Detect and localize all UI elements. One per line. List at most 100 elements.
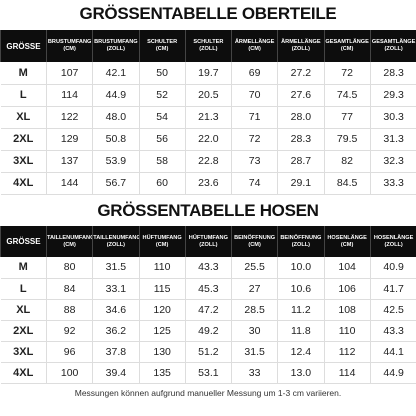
header-line: (CM) xyxy=(248,241,261,248)
value-cell: 32.3 xyxy=(369,150,416,173)
value-cell: 73 xyxy=(230,150,278,173)
header-row: GRÖSSE BRUSTUMFANG (CM) BRUSTUMFANG (ZOLL) SC… xyxy=(0,30,416,62)
header-cell: ÄRMELLÄNGE (ZOLL) xyxy=(277,30,324,62)
value-cell: 22.0 xyxy=(184,128,232,151)
value-cell: 31.5 xyxy=(92,257,139,279)
size-table: GRÖSSE TAILLENUMFANG (CM) TAILLENUMFANG (ZOL… xyxy=(0,226,416,384)
value-cell: 74.5 xyxy=(323,84,371,107)
header-line: (ZOLL) xyxy=(199,46,218,52)
value-cell: 33.1 xyxy=(92,278,139,300)
header-line: GESAMTLÄNGE xyxy=(371,39,416,45)
value-cell: 36.2 xyxy=(92,320,139,342)
header-line: HOSENLÄNGE xyxy=(373,234,414,241)
header-cell: HOSENLÄNGE (CM) xyxy=(323,226,371,257)
value-cell: 21.3 xyxy=(184,106,232,129)
value-cell: 28.3 xyxy=(369,62,416,85)
header-cell: SCHULTER (CM) xyxy=(138,30,186,62)
header-line: GESAMTLÄNGE xyxy=(325,39,369,45)
size-cell: 2XL xyxy=(0,320,47,342)
header-line: (CM) xyxy=(155,241,169,248)
data-row: L 84 33.1 115 45.3 27 10.6 106 41.7 xyxy=(0,278,416,300)
value-cell: 110 xyxy=(138,257,186,279)
header-line: (CM) xyxy=(63,241,76,248)
value-cell: 108 xyxy=(323,299,371,321)
value-cell: 27.2 xyxy=(277,62,324,85)
footer-note: Messungen können aufgrund manueller Mess… xyxy=(74,388,342,398)
header-line: HOSENLÄNGE xyxy=(327,234,367,241)
data-row: 3XL 96 37.8 130 51.2 31.5 12.4 112 44.1 xyxy=(0,341,416,363)
value-cell: 125 xyxy=(138,320,186,342)
data-row: L 114 44.9 52 20.5 70 27.6 74.5 29.3 xyxy=(0,84,416,107)
size-cell: M xyxy=(0,257,47,279)
value-cell: 53.1 xyxy=(184,362,232,384)
size-cell: L xyxy=(0,84,47,107)
value-cell: 144 xyxy=(45,172,93,195)
value-cell: 44.1 xyxy=(369,341,416,363)
header-line: (CM) xyxy=(340,46,354,52)
header-line: (CM) xyxy=(248,46,261,52)
header-line: (ZOLL) xyxy=(106,241,126,248)
value-cell: 28.0 xyxy=(277,106,324,129)
value-cell: 130 xyxy=(138,341,186,363)
value-cell: 80 xyxy=(45,257,93,279)
header-line: (CM) xyxy=(155,46,169,52)
header-cell: ÄRMELLÄNGE (CM) xyxy=(230,30,278,62)
value-cell: 44.9 xyxy=(369,362,416,384)
data-row: XL 122 48.0 54 21.3 71 28.0 77 30.3 xyxy=(0,106,416,129)
data-row: 2XL 129 50.8 56 22.0 72 28.3 79.5 31.3 xyxy=(0,128,416,151)
value-cell: 34.6 xyxy=(92,299,139,321)
value-cell: 54 xyxy=(138,106,186,129)
header-row: GRÖSSE TAILLENUMFANG (CM) TAILLENUMFANG (ZOL… xyxy=(0,226,416,257)
header-cell: TAILLENUMFANG (CM) xyxy=(45,226,93,257)
size-cell: 4XL xyxy=(0,172,47,195)
value-cell: 20.5 xyxy=(184,84,232,107)
header-line: BRUSTUMFANG xyxy=(94,39,138,45)
value-cell: 48.0 xyxy=(92,106,139,129)
value-cell: 49.2 xyxy=(184,320,232,342)
value-cell: 11.8 xyxy=(277,320,324,342)
value-cell: 84 xyxy=(45,278,93,300)
header-line: (ZOLL) xyxy=(291,46,311,52)
size-cell: L xyxy=(0,278,47,300)
size-cell: XL xyxy=(0,106,47,129)
value-cell: 137 xyxy=(45,150,93,173)
value-cell: 45.3 xyxy=(184,278,232,300)
value-cell: 28.5 xyxy=(230,299,278,321)
value-cell: 50 xyxy=(138,62,186,85)
value-cell: 40.9 xyxy=(369,257,416,279)
value-cell: 29.1 xyxy=(277,172,324,195)
value-cell: 47.2 xyxy=(184,299,232,321)
value-cell: 110 xyxy=(323,320,371,342)
header-line: (ZOLL) xyxy=(199,241,218,248)
size-cell: XL xyxy=(0,299,47,321)
value-cell: 44.9 xyxy=(92,84,139,107)
value-cell: 129 xyxy=(45,128,93,151)
size-table: GRÖSSE BRUSTUMFANG (CM) BRUSTUMFANG (ZOLL) SC… xyxy=(0,30,416,195)
header-line: HÜFTUMFANG xyxy=(142,234,182,241)
value-cell: 12.4 xyxy=(277,341,324,363)
value-cell: 120 xyxy=(138,299,186,321)
value-cell: 107 xyxy=(45,62,93,85)
value-cell: 30.3 xyxy=(369,106,416,129)
value-cell: 33.3 xyxy=(369,172,416,195)
value-cell: 22.8 xyxy=(184,150,232,173)
value-cell: 88 xyxy=(45,299,93,321)
value-cell: 52 xyxy=(138,84,186,107)
value-cell: 29.3 xyxy=(369,84,416,107)
value-cell: 72 xyxy=(230,128,278,151)
value-cell: 82 xyxy=(323,150,371,173)
value-cell: 10.0 xyxy=(277,257,324,279)
value-cell: 37.8 xyxy=(92,341,139,363)
value-cell: 77 xyxy=(323,106,371,129)
value-cell: 122 xyxy=(45,106,93,129)
value-cell: 56 xyxy=(138,128,186,151)
size-cell: M xyxy=(0,62,47,85)
header-cell: HÜFTUMFANG (CM) xyxy=(138,226,186,257)
value-cell: 19.7 xyxy=(184,62,232,85)
value-cell: 53.9 xyxy=(92,150,139,173)
size-cell: 4XL xyxy=(0,362,47,384)
value-cell: 31.3 xyxy=(369,128,416,151)
header-line: TAILLENUMFANG xyxy=(93,234,139,241)
header-line: (ZOLL) xyxy=(106,46,126,52)
value-cell: 96 xyxy=(45,341,93,363)
